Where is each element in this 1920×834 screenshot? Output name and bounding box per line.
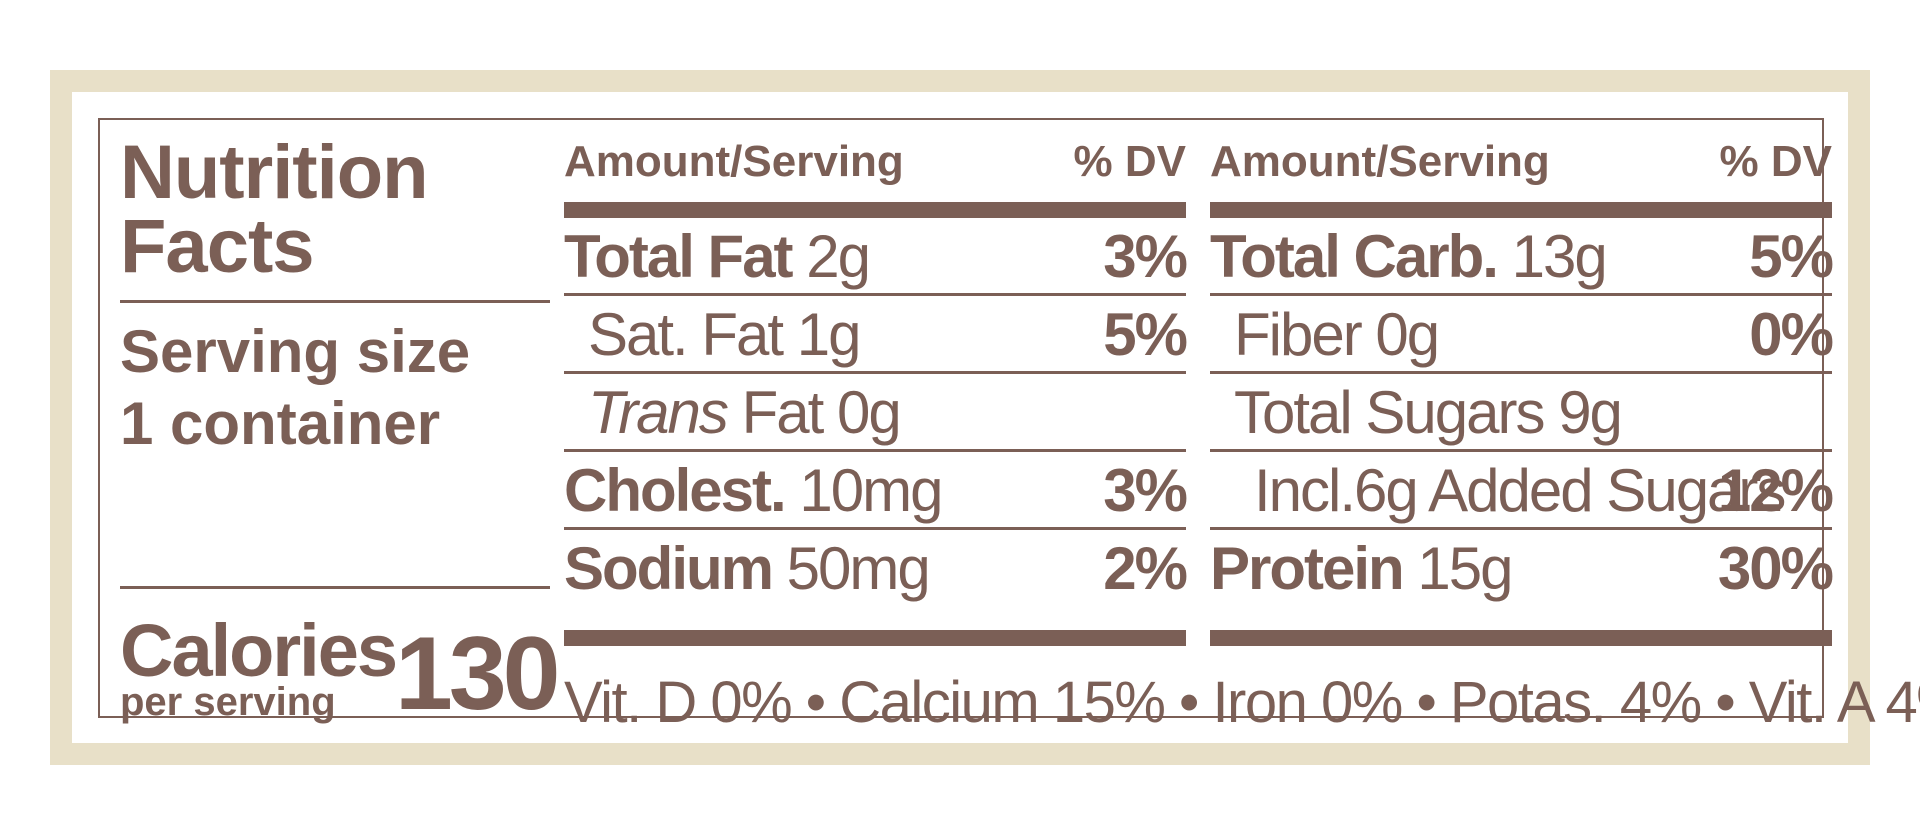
- nutrient-amount: 0g: [836, 379, 902, 446]
- nutrient-name-italic: Trans: [588, 379, 729, 446]
- nutrient-row-trans-fat: Trans Fat 0g: [564, 374, 1186, 452]
- nutrient-column-right: Amount/Serving % DV Total Carb. 13g 5% F…: [1210, 120, 1834, 716]
- serving-size-value: 1 container: [120, 390, 441, 457]
- nutrient-amount: 1g: [796, 301, 862, 368]
- column-header: Amount/Serving % DV: [564, 134, 1186, 190]
- nutrient-amount: 10mg: [799, 457, 943, 524]
- nutrient-amount: 15g: [1417, 535, 1513, 602]
- label-outer-border: Nutrition Facts Serving size 1 container…: [50, 70, 1920, 765]
- nutrient-dv: 3%: [1103, 223, 1188, 290]
- nutrient-row-cholesterol: Cholest. 10mg 3%: [564, 452, 1188, 530]
- nutrient-dv: 30%: [1717, 535, 1834, 602]
- nutrient-dv: 5%: [1103, 301, 1188, 368]
- label-left-section: Nutrition Facts Serving size 1 container…: [100, 120, 561, 730]
- nutrient-dv: 2%: [1103, 535, 1188, 602]
- serving-size-label: Serving size: [120, 318, 471, 385]
- thick-rule: [1210, 630, 1832, 646]
- nutrient-dv: 0%: [1749, 301, 1834, 368]
- nutrient-name: Protein: [1210, 535, 1405, 602]
- thick-rule: [564, 202, 1186, 218]
- nutrient-dv: 3%: [1103, 457, 1188, 524]
- nutrient-dv: 12%: [1717, 457, 1834, 524]
- title-line-1: Nutrition: [120, 130, 429, 215]
- thick-rule: [564, 630, 1186, 646]
- nutrient-name: Total Sugars: [1234, 379, 1546, 446]
- nutrient-dv: 5%: [1749, 223, 1834, 290]
- divider: [120, 300, 550, 303]
- nutrient-name: Sat. Fat: [588, 301, 784, 368]
- nutrient-amount: 50mg: [786, 535, 931, 602]
- nutrient-amount: 0g: [1375, 301, 1440, 368]
- nutrition-facts-title: Nutrition Facts: [120, 130, 540, 289]
- nutrient-name: Total Carb.: [1210, 223, 1499, 290]
- dv-header: % DV: [1073, 137, 1186, 186]
- divider: [120, 586, 550, 589]
- nutrient-name: Fiber: [1234, 301, 1363, 368]
- calories-value: 130: [395, 616, 561, 732]
- nutrient-amount: 9g: [1558, 379, 1623, 446]
- thick-rule: [1210, 202, 1832, 218]
- amount-per-serving-header: Amount/Serving: [564, 137, 904, 186]
- nutrient-row-added-sugars: Incl.6g Added Sugars 12%: [1210, 452, 1834, 530]
- nutrient-column-left: Amount/Serving % DV Total Fat 2g 3% Sat.…: [564, 120, 1188, 716]
- nutrient-amount: 2g: [806, 223, 871, 290]
- nutrient-name: Fat: [741, 379, 825, 446]
- nutrient-row-protein: Protein 15g 30%: [1210, 530, 1834, 608]
- nutrient-row-fiber: Fiber 0g 0%: [1210, 296, 1834, 374]
- nutrient-row-total-fat: Total Fat 2g 3%: [564, 218, 1188, 296]
- nutrient-row-total-carb: Total Carb. 13g 5%: [1210, 218, 1834, 296]
- calories-label: Calories: [120, 609, 398, 692]
- serving-size: Serving size 1 container: [120, 316, 540, 460]
- vitamins-minerals-line: Vit. D 0% • Calcium 15% • Iron 0% • Pota…: [564, 670, 1920, 735]
- amount-per-serving-header: Amount/Serving: [1210, 137, 1550, 186]
- nutrient-row-sat-fat: Sat. Fat 1g 5%: [564, 296, 1188, 374]
- column-header: Amount/Serving % DV: [1210, 134, 1832, 190]
- nutrient-name: Total Fat: [564, 223, 794, 290]
- nutrient-name: Incl.6g Added Sugars: [1254, 457, 1786, 524]
- nutrient-row-sodium: Sodium 50mg 2%: [564, 530, 1188, 608]
- dv-header: % DV: [1719, 137, 1832, 186]
- nutrition-facts-panel: Nutrition Facts Serving size 1 container…: [98, 118, 1920, 735]
- label-inner-margin: Nutrition Facts Serving size 1 container…: [72, 92, 1920, 743]
- nutrient-row-total-sugars: Total Sugars 9g: [1210, 374, 1832, 452]
- nutrient-name: Cholest.: [564, 457, 787, 524]
- nutrient-amount: 13g: [1511, 223, 1608, 290]
- nutrient-name: Sodium: [564, 535, 774, 602]
- calories-per-serving: per serving: [120, 680, 336, 724]
- title-line-2: Facts: [120, 204, 315, 289]
